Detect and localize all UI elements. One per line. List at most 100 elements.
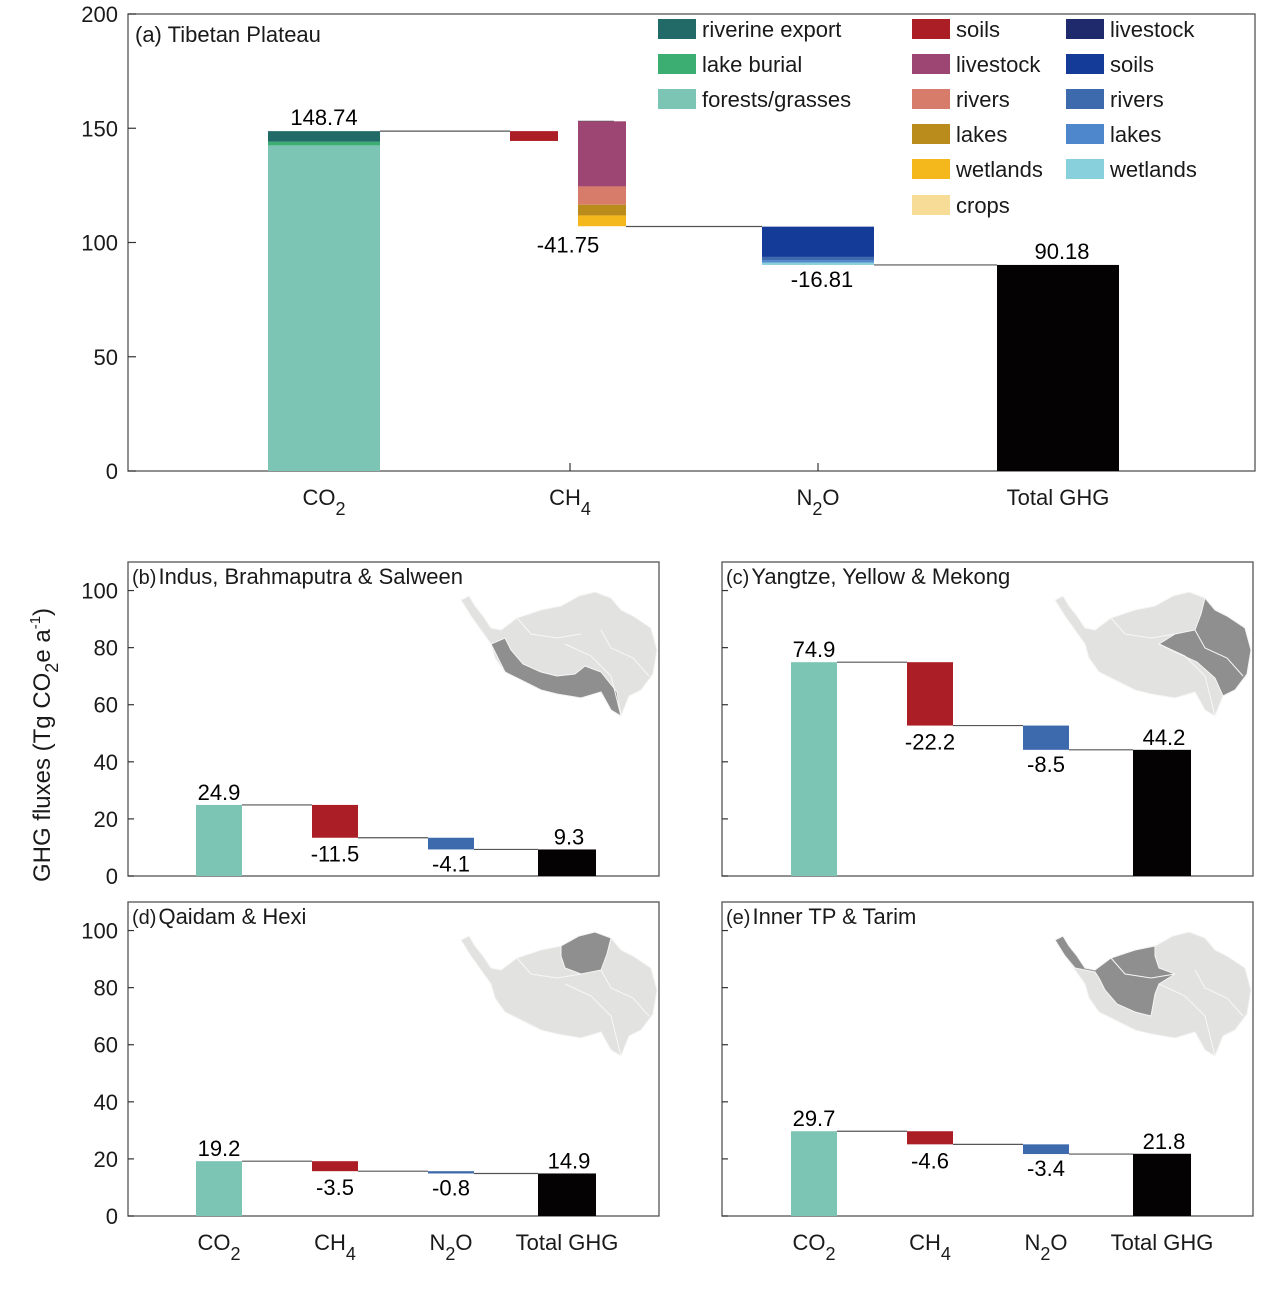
map-basin-boundaries: [516, 617, 650, 717]
legend-swatch: [658, 19, 696, 39]
panel-b: 0 20 40 60 80 100 (b)Indus, Brahmaputra & Salw…: [81, 561, 660, 889]
legend-label: riverine export: [702, 17, 841, 42]
map-highlighted-region: [560, 931, 612, 975]
x-category-label-subscript: 4: [346, 1244, 356, 1264]
bar-total-ghg: [1133, 749, 1191, 876]
bar-n2o: [428, 1171, 474, 1174]
bar-ch4-wetlands: [578, 215, 626, 227]
panel-letter: (e): [726, 907, 750, 929]
x-category-label-tail: O: [455, 1230, 472, 1255]
bar-co2-forests-grasses: [268, 145, 380, 471]
legend-swatch: [912, 124, 950, 144]
y-axis-title-mid: e a: [29, 629, 56, 663]
bar-n2o-lakes: [762, 260, 874, 263]
panel-name: Indus, Brahmaputra & Salween: [158, 564, 463, 589]
y-axis-title-sup: -1: [27, 616, 44, 629]
map-highlighted-region: [490, 637, 622, 717]
bar-co2: [791, 662, 837, 876]
legend-item: rivers: [912, 87, 1010, 112]
legend-label: wetlands: [955, 157, 1043, 182]
x-category-label-main: CH: [909, 1230, 941, 1255]
legend-item: crops: [912, 193, 1010, 218]
bar-ch4: [312, 1161, 358, 1172]
legend-swatch: [1066, 54, 1104, 74]
bar-ch4-lakes: [578, 204, 626, 216]
value-label-ch4: -22.2: [905, 730, 955, 755]
x-category-label: CO2: [197, 1230, 240, 1264]
map-basin-boundaries: [516, 957, 650, 1057]
y-tick-label: 100: [81, 579, 118, 604]
bar-total-ghg: [538, 1173, 596, 1216]
y-axis-title: GHG fluxes (Tg CO2e a-1): [27, 608, 62, 882]
bar-ch4: [907, 662, 953, 726]
bar-total-ghg: [538, 849, 596, 876]
legend-swatch: [912, 54, 950, 74]
legend-item: lakes: [1066, 122, 1161, 147]
y-tick-label: 50: [94, 345, 118, 370]
bar-ch4-rivers: [578, 186, 626, 205]
bar-n2o-wetlands: [762, 262, 874, 265]
x-category-label: N2O: [429, 1230, 472, 1264]
legend-swatch: [912, 195, 950, 215]
value-label-n2o: -3.4: [1027, 1156, 1065, 1181]
legend-swatch: [1066, 89, 1104, 109]
x-category-label-main: Total GHG: [1007, 485, 1110, 510]
panel-letter: (c): [726, 567, 749, 589]
legend-swatch: [658, 89, 696, 109]
legend-item: soils: [1066, 52, 1154, 77]
bar-n2o: [428, 837, 474, 850]
panel-title: (c)Yangtze, Yellow & Mekong: [726, 564, 1010, 589]
x-category-label-subscript: 2: [1040, 1244, 1050, 1264]
x-category-label-subscript: 2: [335, 499, 345, 519]
bar-ch4: [907, 1131, 953, 1145]
bar-n2o: [1023, 725, 1069, 750]
y-axis-title-end: ): [29, 608, 56, 616]
inset-map: [460, 591, 658, 717]
x-category-label-subscript: 2: [230, 1244, 240, 1264]
x-category-label: N2O: [796, 485, 839, 519]
legend-label: rivers: [1110, 87, 1164, 112]
bar-total-ghg: [1133, 1153, 1191, 1216]
panel-e: CO2 CH4 N2O Total GHG(e)Inner TP & Tarim29.…: [721, 901, 1254, 1264]
bar-n2o-soils: [762, 226, 874, 257]
value-label-co2: 74.9: [793, 637, 836, 662]
y-tick-label: 0: [106, 1204, 118, 1229]
legend-item: lakes: [912, 122, 1007, 147]
legend-label: livestock: [1110, 17, 1195, 42]
bar-ch4: [312, 804, 358, 838]
legend-label: lakes: [956, 122, 1007, 147]
x-category-label: CH4: [909, 1230, 951, 1264]
panel-b-frame: [127, 561, 660, 877]
map-basin-boundaries: [1110, 957, 1244, 1057]
panel-name: Qaidam & Hexi: [158, 904, 306, 929]
x-category-label-tail: O: [822, 485, 839, 510]
bar-co2: [196, 804, 242, 876]
legend-swatch: [1066, 19, 1104, 39]
legend-label: lake burial: [702, 52, 802, 77]
y-tick-label: 100: [81, 231, 118, 256]
x-category-label: CH4: [314, 1230, 356, 1264]
bar-co2-riverine-export: [268, 131, 380, 142]
x-category-label: CO2: [302, 485, 345, 519]
bar-co2-lake-burial: [268, 141, 380, 146]
value-label-ch4: -11.5: [311, 842, 360, 867]
x-category-label-main: N: [796, 485, 812, 510]
panel-title: (d)Qaidam & Hexi: [132, 904, 306, 929]
value-label-total: 14.9: [548, 1148, 591, 1173]
inset-map: [1054, 931, 1252, 1057]
x-category-label-main: CH: [314, 1230, 346, 1255]
y-tick-label: 60: [94, 1033, 118, 1058]
legend-item: rivers: [1066, 87, 1164, 112]
value-label-n2o: -8.5: [1027, 752, 1065, 777]
x-category-label: N2O: [1024, 1230, 1067, 1264]
bar-ch4-soils: [510, 131, 558, 141]
legend-label: rivers: [956, 87, 1010, 112]
x-category-label-tail: O: [1050, 1230, 1067, 1255]
y-tick-label: 60: [94, 693, 118, 718]
value-label-total: 21.8: [1143, 1129, 1186, 1154]
panel-d-frame: [127, 901, 660, 1217]
legend-label: soils: [1110, 52, 1154, 77]
x-category-label-main: CO: [302, 485, 335, 510]
